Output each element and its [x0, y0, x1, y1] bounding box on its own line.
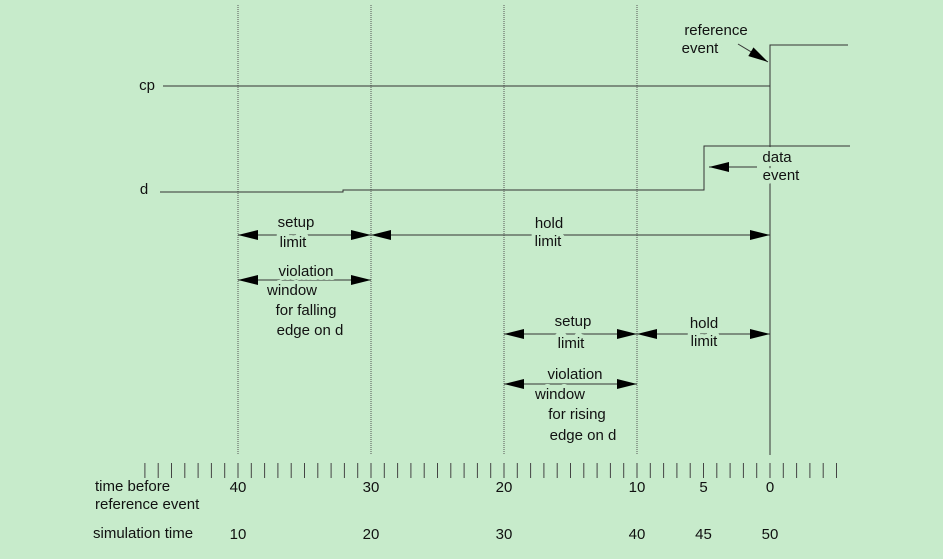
annotation: event — [682, 40, 720, 57]
tick-label: 10 — [230, 526, 247, 543]
tick-label: 40 — [629, 526, 646, 543]
tick-label: 40 — [230, 479, 247, 496]
tick-label: 20 — [496, 479, 513, 496]
tick-label: 45 — [695, 526, 712, 543]
annotation: violation — [547, 366, 602, 383]
annotation: setup — [555, 313, 592, 330]
annotation: violation — [278, 263, 333, 280]
tick-label: 10 — [629, 479, 646, 496]
annotation: window — [534, 386, 585, 403]
signal-label: cp — [139, 77, 155, 94]
tick-label: 50 — [762, 526, 779, 543]
annotation: setup — [278, 214, 315, 231]
annotation: for rising — [548, 406, 606, 423]
annotation: reference — [684, 22, 747, 39]
annotation: hold — [535, 215, 563, 232]
annotation: edge on d — [277, 322, 344, 339]
tick-label: 0 — [766, 479, 774, 496]
tick-label: 20 — [363, 526, 380, 543]
annotation: limit — [280, 234, 307, 251]
annotation: limit — [691, 333, 718, 350]
cp-waveform — [163, 44, 848, 87]
annotation: limit — [535, 233, 562, 250]
annotation: event — [763, 167, 801, 184]
tick-label: 30 — [496, 526, 513, 543]
annotation: hold — [690, 315, 718, 332]
reference-arrow — [737, 43, 769, 63]
annotation: edge on d — [550, 427, 617, 444]
d-waveform — [160, 145, 850, 193]
axis-label: reference event — [95, 496, 200, 513]
axis-label: simulation time — [93, 525, 193, 542]
axis-label: time before — [95, 478, 170, 495]
annotation: window — [266, 282, 317, 299]
annotation: limit — [558, 335, 585, 352]
tick-label: 30 — [363, 479, 380, 496]
annotation: data — [762, 149, 792, 166]
signal-label: d — [140, 181, 148, 198]
annotation: for falling — [276, 302, 337, 319]
tick-label: 5 — [699, 479, 707, 496]
